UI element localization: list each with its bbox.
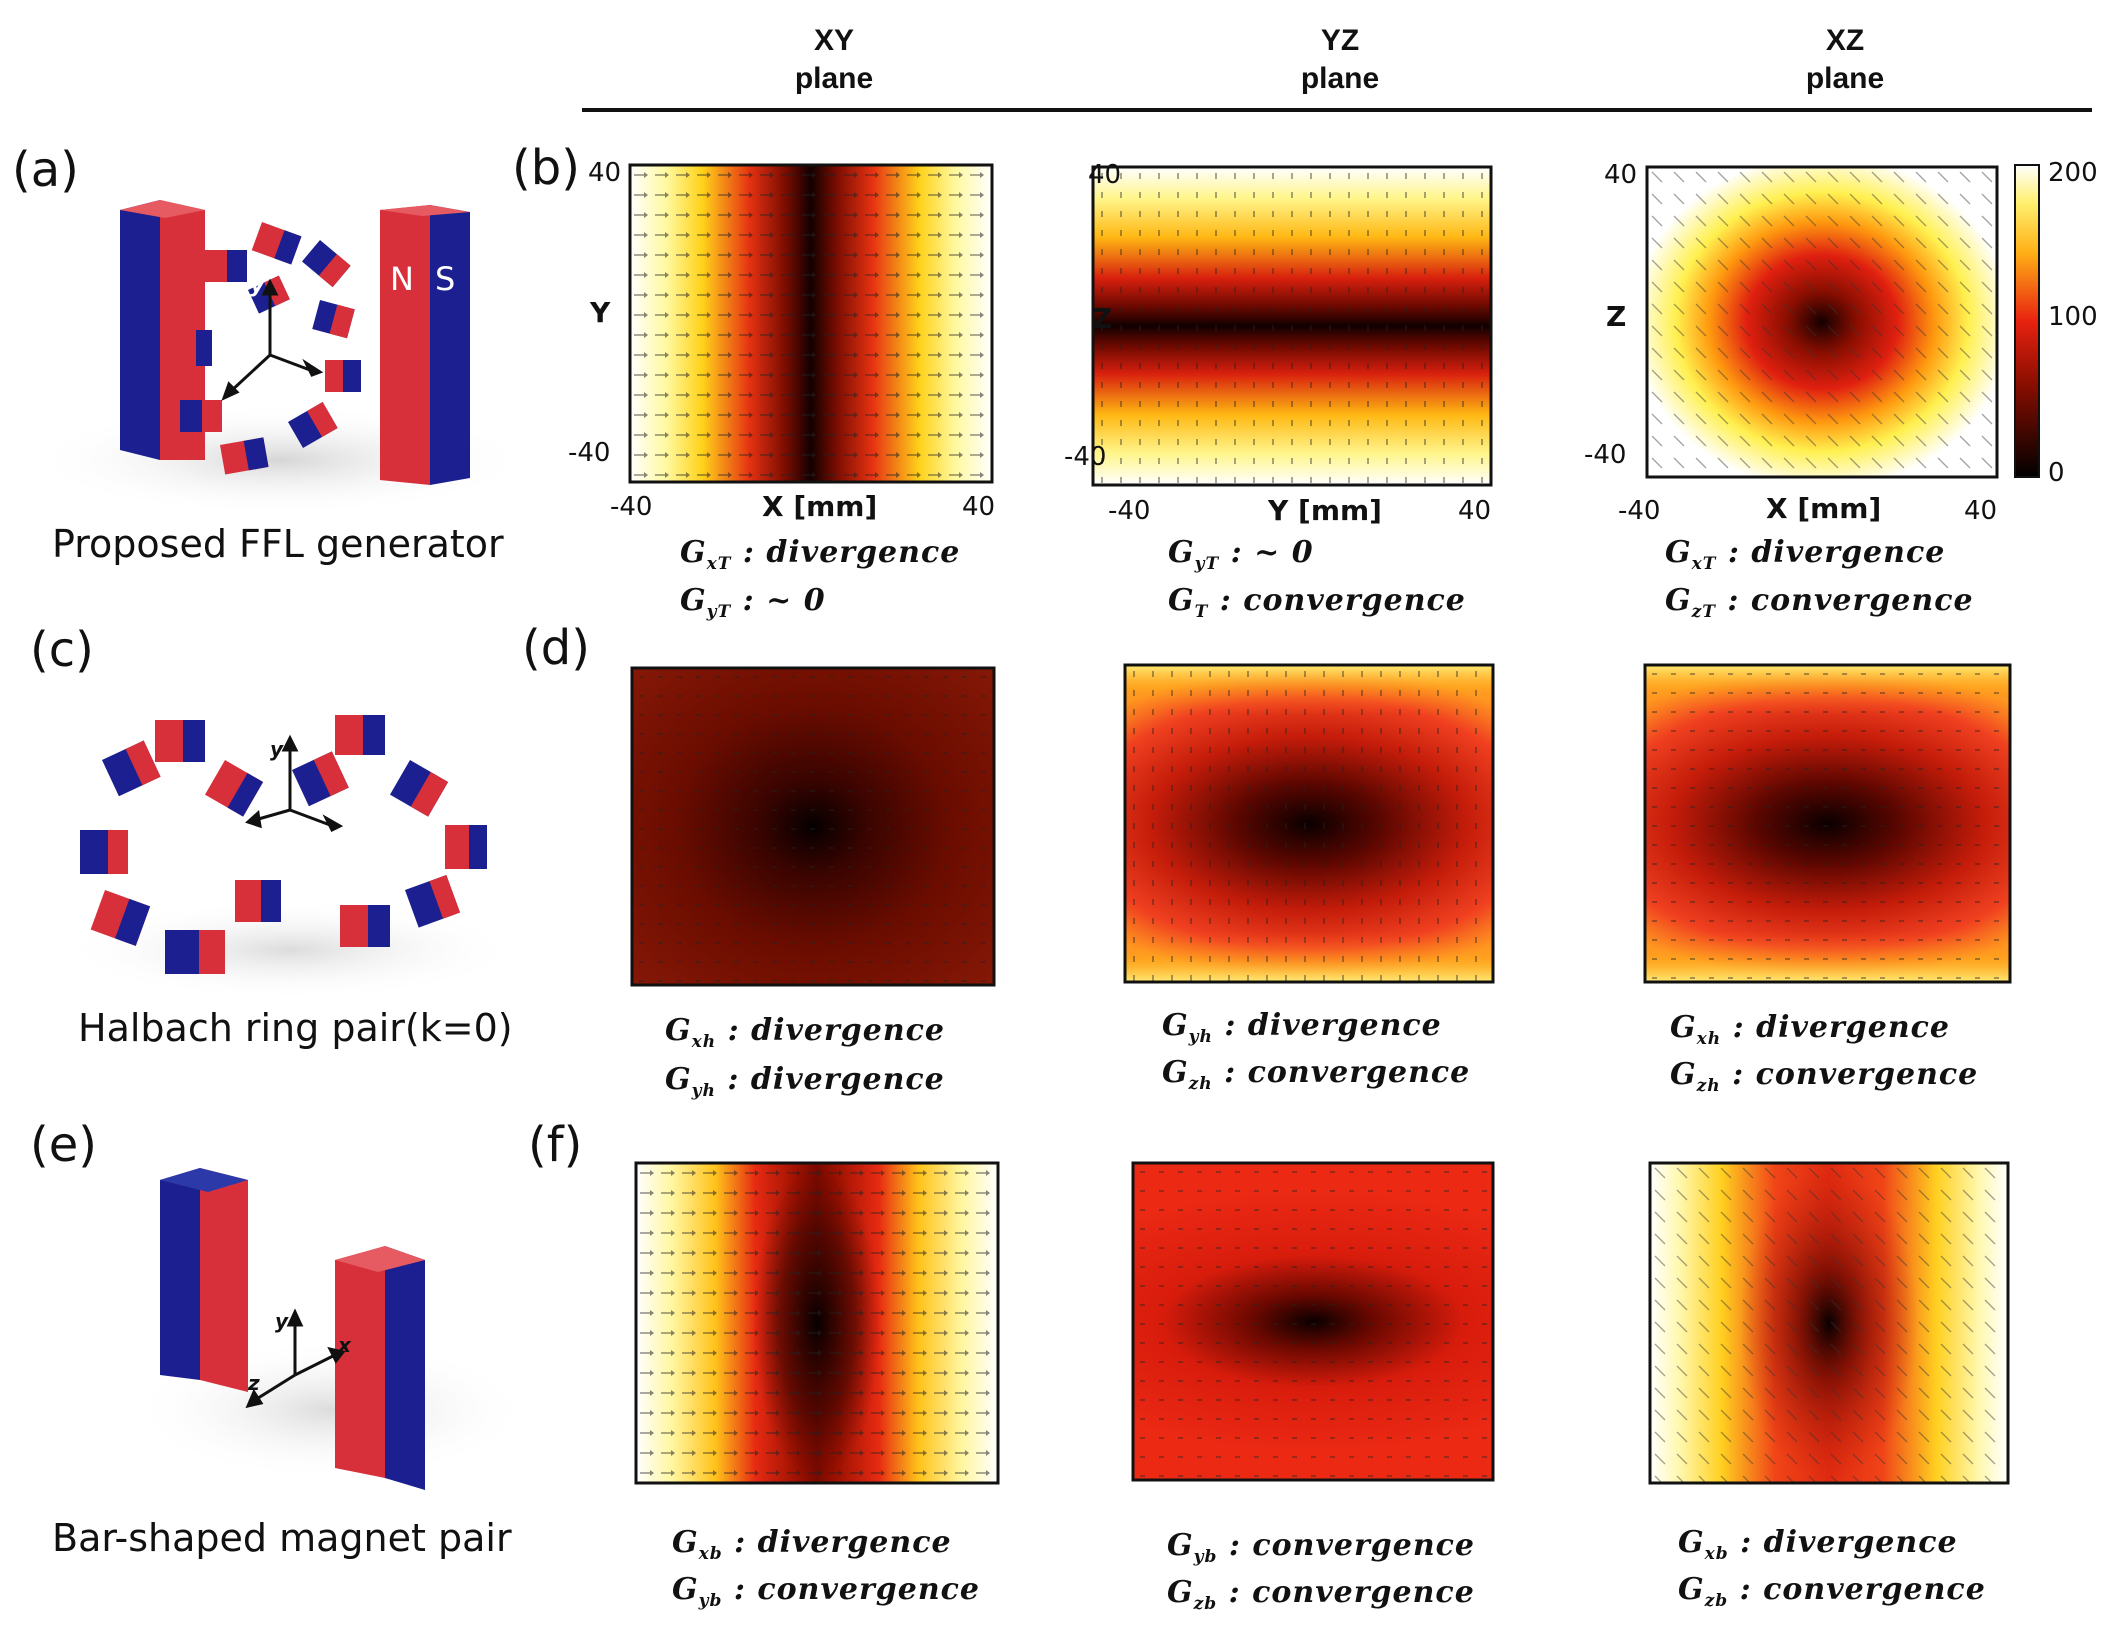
plot-b-yz-xlabel: Y [mm] bbox=[1268, 494, 1382, 527]
eq-b-xz-1: GxT : divergence bbox=[1665, 535, 1946, 574]
eq-f-yz-2: Gzb : convergence bbox=[1167, 1575, 1475, 1614]
colorbar-mid-label: 100 bbox=[2048, 302, 2098, 332]
plot-b-xz-xmin: -40 bbox=[1618, 496, 1661, 526]
eq-f-xz-1: Gxb : divergence bbox=[1678, 1525, 1958, 1564]
caption-ffl-generator: Proposed FFL generator bbox=[52, 522, 504, 566]
eq-d-xz-1: Gxh : divergence bbox=[1670, 1010, 1951, 1049]
plot-b-xz-xlabel: X [mm] bbox=[1766, 492, 1882, 525]
eq-f-yz-1: Gyb : convergence bbox=[1167, 1528, 1475, 1567]
eq-d-yz-1: Gyh : divergence bbox=[1162, 1008, 1442, 1047]
halbach-ring-illustration: y x z bbox=[60, 715, 520, 1000]
plot-b-yz-ymin: -40 bbox=[1064, 442, 1107, 472]
panel-label-e: (e) bbox=[30, 1117, 97, 1173]
plot-d-xz bbox=[1643, 663, 2012, 984]
eq-b-yz-1: GyT : ~ 0 bbox=[1168, 535, 1314, 574]
plot-b-xy-ylabel: Y bbox=[590, 296, 611, 329]
panel-label-b: (b) bbox=[512, 140, 580, 196]
plot-b-xz bbox=[1645, 165, 1999, 479]
axes-icon bbox=[245, 1308, 346, 1409]
eq-f-xy-1: Gxb : divergence bbox=[672, 1525, 952, 1564]
eq-d-xz-2: Gzh : convergence bbox=[1670, 1057, 1979, 1096]
ffl-generator-illustration: N S y x z bbox=[30, 200, 530, 515]
plot-d-xy bbox=[630, 666, 996, 987]
header-xz: XZ plane bbox=[1805, 24, 1885, 95]
eq-d-xy-1: Gxh : divergence bbox=[665, 1013, 946, 1052]
caption-halbach-ring-pair: Halbach ring pair(k=0) bbox=[78, 1006, 513, 1050]
north-pole-label: N bbox=[390, 260, 414, 298]
panel-label-a: (a) bbox=[12, 142, 79, 198]
panel-label-d: (d) bbox=[522, 620, 590, 676]
axes-icon bbox=[221, 278, 324, 401]
eq-b-xy-2: GyT : ~ 0 bbox=[680, 583, 826, 622]
plot-b-yz-xmin: -40 bbox=[1108, 496, 1151, 526]
axis-y-label: y bbox=[270, 737, 284, 761]
plot-b-yz-ylabel: Z bbox=[1092, 302, 1113, 335]
plot-b-xz-ylabel: Z bbox=[1606, 300, 1627, 333]
plot-b-xz-ymin: -40 bbox=[1584, 440, 1627, 470]
eq-d-xy-2: Gyh : divergence bbox=[665, 1062, 945, 1101]
south-pole-label: S bbox=[435, 260, 455, 298]
axes-icon bbox=[245, 734, 344, 833]
colorbar-min-label: 0 bbox=[2048, 458, 2065, 488]
plot-f-xz bbox=[1648, 1161, 2010, 1485]
axis-x-label: x bbox=[321, 828, 336, 852]
header-xy: XY plane bbox=[794, 24, 874, 95]
axis-y-label: y bbox=[250, 273, 266, 298]
axis-y-label: y bbox=[275, 1309, 289, 1333]
plot-b-yz-ymax: 40 bbox=[1088, 160, 1122, 190]
plot-b-xz-xmax: 40 bbox=[1964, 496, 1998, 526]
axis-x-label: x bbox=[337, 1333, 352, 1357]
eq-b-xy-1: GxT : divergence bbox=[680, 535, 961, 574]
left-halbach-ring bbox=[80, 720, 281, 974]
plot-f-yz bbox=[1131, 1161, 1495, 1482]
colorbar-max-label: 200 bbox=[2048, 158, 2098, 188]
plot-b-xz-ymax: 40 bbox=[1604, 160, 1638, 190]
header-yz: YZ plane bbox=[1300, 24, 1380, 95]
plot-b-xy-xmin: -40 bbox=[610, 492, 653, 522]
eq-d-yz-2: Gzh : convergence bbox=[1162, 1055, 1471, 1094]
caption-bar-magnet-pair: Bar-shaped magnet pair bbox=[52, 1516, 512, 1560]
plot-b-xy-xlabel: X [mm] bbox=[762, 490, 878, 523]
plot-b-xy-ymin: -40 bbox=[568, 438, 611, 468]
axis-x-label: x bbox=[311, 346, 327, 371]
right-halbach-ring bbox=[292, 715, 487, 947]
plot-b-xy-xmax: 40 bbox=[962, 492, 996, 522]
colorbar bbox=[2014, 164, 2040, 478]
eq-b-xz-2: GzT : convergence bbox=[1665, 583, 1974, 622]
plot-d-yz bbox=[1123, 663, 1495, 984]
eq-b-yz-2: GT : convergence bbox=[1168, 583, 1466, 622]
right-bar-magnet: N S bbox=[380, 205, 470, 485]
plot-b-yz bbox=[1091, 165, 1493, 487]
plot-b-yz-xmax: 40 bbox=[1458, 496, 1492, 526]
plot-f-xy bbox=[634, 1161, 1000, 1485]
axis-z-label: z bbox=[209, 373, 223, 398]
eq-f-xy-2: Gyb : convergence bbox=[672, 1572, 980, 1611]
plot-b-xy bbox=[628, 163, 994, 484]
plot-b-xy-ymax: 40 bbox=[588, 158, 622, 188]
left-bar-magnet bbox=[160, 1168, 248, 1392]
eq-f-xz-2: Gzb : convergence bbox=[1678, 1572, 1986, 1611]
axis-z-label: z bbox=[247, 1371, 260, 1395]
axis-z-label: z bbox=[231, 831, 244, 855]
panel-label-c: (c) bbox=[30, 622, 94, 678]
bar-magnet-illustration: y x z bbox=[130, 1168, 530, 1490]
header-rule bbox=[582, 108, 2092, 112]
halbach-ring-segments bbox=[172, 222, 361, 475]
right-bar-magnet bbox=[335, 1246, 425, 1490]
panel-label-f: (f) bbox=[528, 1117, 583, 1173]
